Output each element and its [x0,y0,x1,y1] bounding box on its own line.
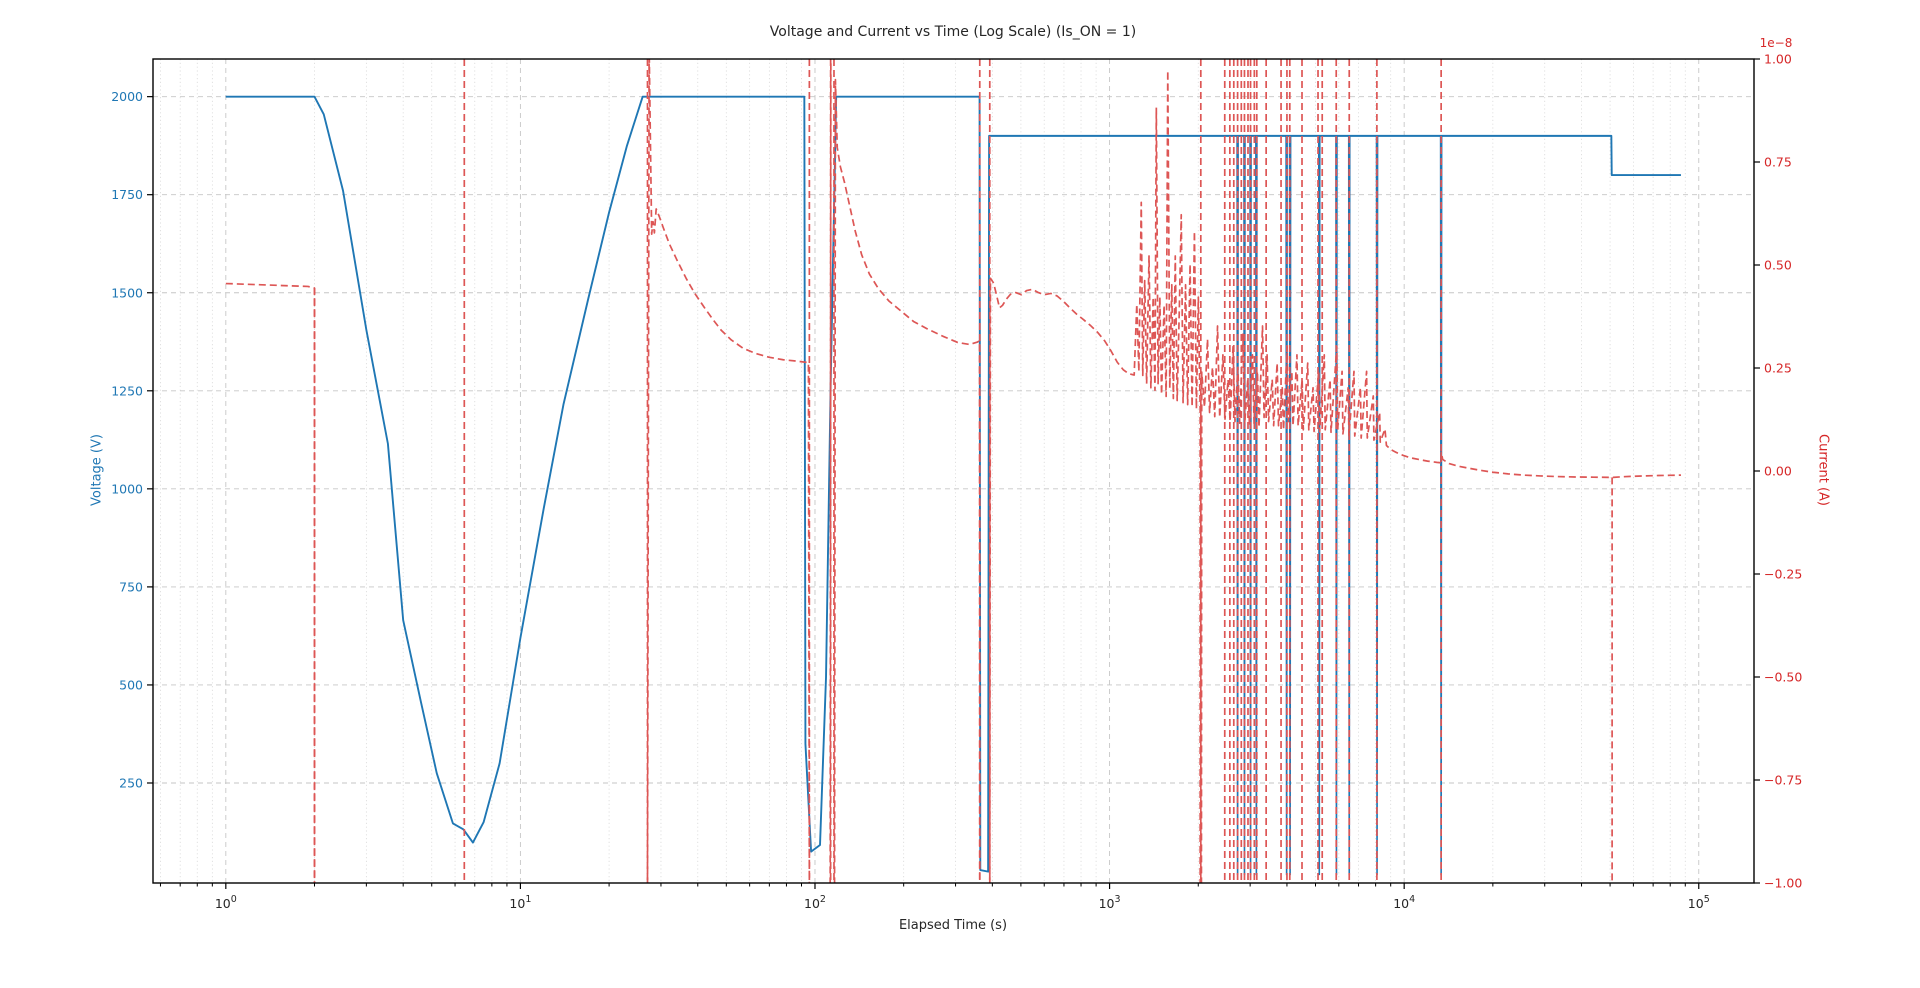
x-tick-label: 102 [804,894,826,911]
left-tick-label: 2000 [111,89,143,104]
right-tick-label: 0.50 [1764,258,1792,273]
x-tick-label: 103 [1099,894,1121,911]
left-y-axis-label: Voltage (V) [89,434,105,506]
voltage-line [225,95,1681,873]
right-tick-label: −0.25 [1764,567,1802,582]
left-tick-label: 1000 [111,481,143,496]
plot-frame [152,58,1755,884]
right-tick-label: −0.50 [1764,670,1802,685]
right-tick-label: −1.00 [1764,876,1802,891]
right-tick-label: 0.75 [1764,155,1792,170]
current-line [225,282,316,883]
left-tick-label: 1750 [111,187,143,202]
left-tick-label: 500 [119,677,143,692]
left-tick-label: 250 [119,775,143,790]
x-tick-label: 101 [509,894,531,911]
current-line [833,78,981,883]
axes: 100 101 102 103 104 105 250 500 750 1000 1250 1500 1… [111,52,1802,912]
axis-offset-label: 1e−8 [1759,36,1793,50]
left-tick-label: 750 [119,579,143,594]
left-tick-label: 1500 [111,285,143,300]
x-tick-label: 104 [1393,894,1415,911]
plot-data [225,59,1681,883]
right-tick-label: 0.25 [1764,361,1792,376]
grid-major [153,59,1754,883]
current-line [988,69,1202,883]
x-tick-label: 105 [1688,894,1710,911]
x-axis-label: Elapsed Time (s) [898,918,1008,933]
left-tick-label: 1250 [111,383,143,398]
current-line [646,59,811,883]
right-tick-label: −0.75 [1764,773,1802,788]
voltage-dip [1317,135,1321,876]
right-y-axis-label: Current (A) [1815,434,1831,506]
right-tick-label: 0.00 [1764,464,1792,479]
chart-title: Voltage and Current vs Time (Log Scale) … [769,24,1137,40]
x-tick-label: 100 [215,894,237,911]
right-tick-label: 1.00 [1764,52,1792,67]
grid-minor [160,59,1686,883]
